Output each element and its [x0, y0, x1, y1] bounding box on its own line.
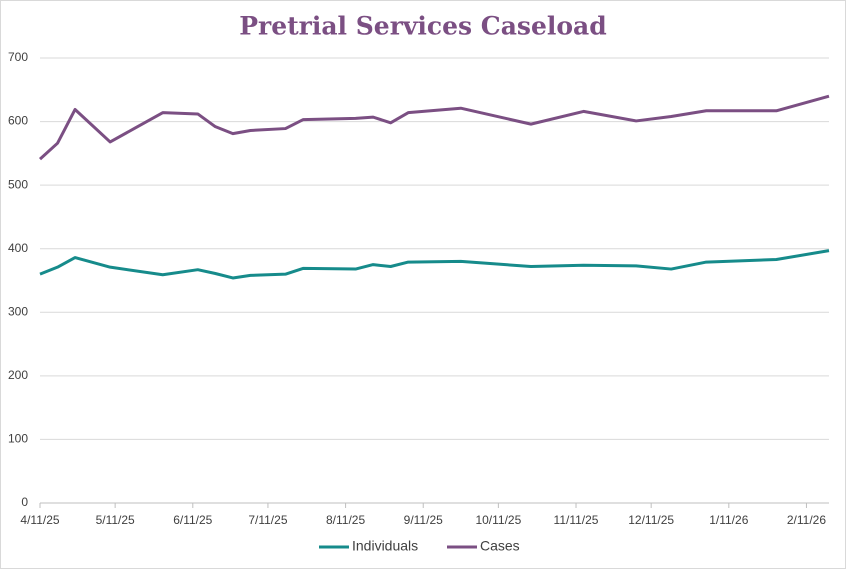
y-tick-label: 400 [8, 241, 28, 255]
x-tick-label: 10/11/25 [475, 513, 521, 527]
x-tick-label: 8/11/25 [326, 513, 365, 527]
x-tick-label: 6/11/25 [173, 513, 212, 527]
x-tick-label: 9/11/25 [404, 513, 443, 527]
x-tick-label: 7/11/25 [248, 513, 287, 527]
y-tick-label: 700 [8, 50, 28, 64]
x-tick-label: 12/11/25 [628, 513, 674, 527]
y-tick-label: 200 [8, 368, 28, 382]
y-tick-label: 0 [21, 495, 28, 509]
x-tick-label: 1/11/26 [709, 513, 748, 527]
x-tick-label: 5/11/25 [96, 513, 135, 527]
x-tick-label: 2/11/26 [787, 513, 826, 527]
chart-title: Pretrial Services Caseload [239, 12, 606, 41]
x-tick-label: 11/11/25 [554, 513, 599, 527]
legend-label: Cases [480, 538, 520, 554]
series-line [39, 249, 830, 280]
y-tick-label: 600 [8, 114, 28, 128]
x-tick-label: 4/11/25 [20, 513, 59, 527]
y-tick-label: 500 [8, 177, 28, 191]
y-tick-label: 300 [8, 304, 28, 318]
y-tick-label: 100 [8, 432, 28, 446]
series-line [38, 94, 830, 161]
legend-label: Individuals [352, 538, 418, 554]
